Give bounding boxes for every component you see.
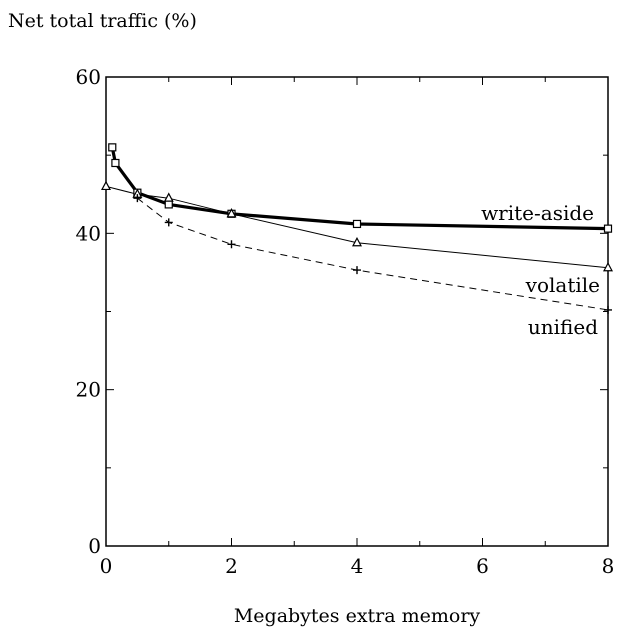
tick-labels: 0 2 4 6 8 0 20 40 60 — [76, 65, 615, 578]
x-tick-label: 0 — [100, 554, 113, 578]
data-point-unified — [353, 266, 361, 275]
data-point-unified — [133, 194, 142, 203]
data-point-volatile — [101, 180, 111, 191]
data-point-volatile — [163, 192, 174, 202]
data-point-write-aside — [352, 219, 362, 229]
data-point-unified — [164, 218, 173, 227]
data-point-volatile — [226, 208, 237, 218]
data-point-volatile — [603, 261, 613, 272]
data-point-unified — [227, 240, 236, 249]
data-point-write-aside — [111, 158, 120, 168]
series-markers — [101, 143, 613, 314]
y-tick-label: 20 — [76, 378, 101, 402]
plot-frame — [105, 76, 609, 547]
x-tick-label: 2 — [225, 554, 238, 578]
y-axis-title: Net total traffic (%) — [8, 10, 197, 32]
series-label-volatile: volatile — [525, 273, 600, 297]
series-line-volatile — [105, 185, 609, 269]
series-label-write-aside: write-aside — [481, 201, 594, 225]
series-label-unified: unified — [528, 315, 598, 339]
data-point-write-aside — [164, 200, 173, 209]
y-tick-label: 0 — [88, 534, 101, 558]
y-tick-label: 60 — [76, 65, 101, 89]
data-point-write-aside — [108, 143, 117, 152]
x-tick-label: 8 — [602, 554, 615, 578]
data-point-write-aside — [603, 224, 613, 233]
data-point-unified — [604, 305, 612, 314]
series-line-unified — [137, 197, 609, 311]
x-tick-label: 6 — [476, 554, 489, 578]
x-axis-title: Megabytes extra memory — [234, 605, 481, 627]
x-tick-label: 4 — [351, 554, 364, 578]
axis-ticks — [105, 76, 609, 547]
data-point-volatile — [352, 236, 362, 247]
y-tick-label: 40 — [76, 221, 101, 245]
